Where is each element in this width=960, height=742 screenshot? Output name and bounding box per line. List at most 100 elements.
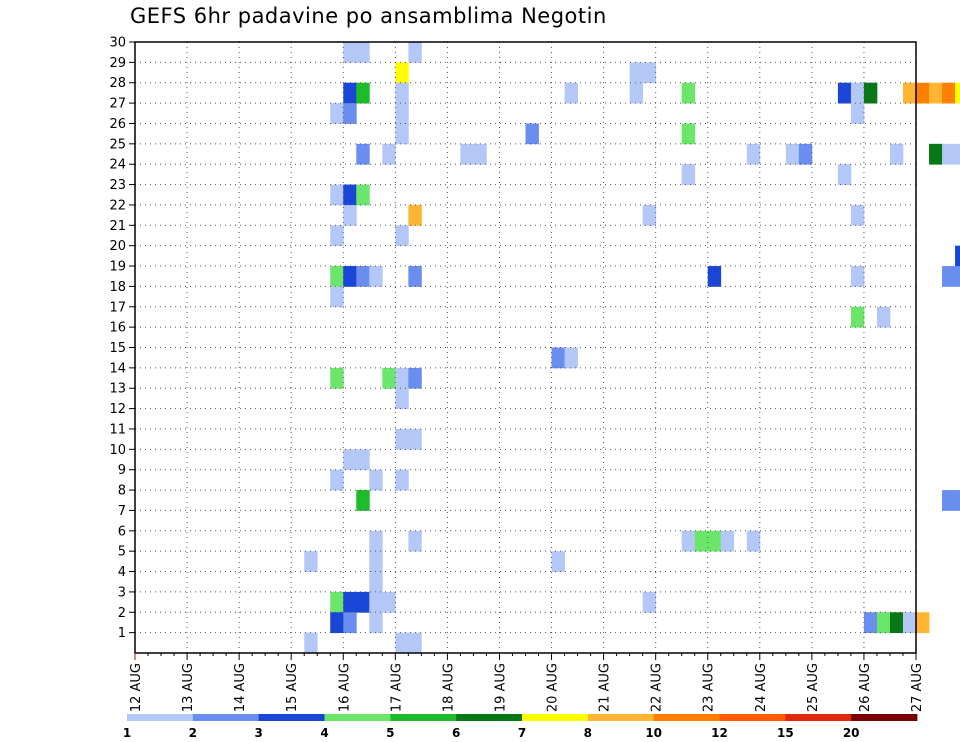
legend-label: 3 (254, 726, 262, 740)
heatmap-cell (681, 82, 696, 104)
legend-swatch (258, 714, 325, 721)
x-axis: 12 AUG 13 AUG 14 AUG 15 AUG 16 AUG 17 AUG 18 A… (129, 653, 925, 712)
heatmap-cell (929, 82, 943, 104)
heatmap-cell (564, 82, 578, 104)
heatmap-cell (304, 632, 318, 654)
heatmap-cell (876, 306, 891, 328)
heatmap-cell (369, 591, 383, 613)
heatmap-cell (642, 591, 657, 613)
heatmap-cell (382, 367, 396, 389)
y-tick-label: 4 (118, 565, 126, 580)
heatmap-cell (642, 62, 657, 84)
heatmap-cell (850, 82, 865, 104)
heatmap-cell (343, 591, 357, 613)
y-tick-label: 18 (109, 280, 126, 295)
y-tick-label: 17 (109, 300, 126, 315)
heatmap-cell (408, 367, 422, 389)
legend-label: 5 (386, 726, 394, 740)
x-tick-label: 12 AUG (129, 663, 144, 712)
heatmap-cell (681, 123, 696, 145)
y-tick-label: 26 (109, 117, 126, 132)
heatmap-cell (382, 143, 396, 165)
x-tick-label: 17 AUG (389, 663, 404, 712)
y-tick-label: 19 (109, 260, 126, 275)
heatmap-cell (343, 184, 357, 206)
heatmap-cell (629, 62, 644, 84)
heatmap-cell (330, 286, 344, 308)
y-tick-label: 15 (109, 341, 126, 356)
y-tick-label: 9 (118, 463, 126, 478)
legend-swatch (127, 714, 194, 721)
heatmap-cell (304, 551, 318, 572)
x-tick-label: 19 AUG (493, 663, 508, 712)
legend-label: 15 (777, 726, 794, 740)
heatmap-cell (369, 612, 383, 634)
heatmap-cell (955, 490, 960, 511)
heatmap-cell (330, 266, 344, 287)
heatmap-cell (356, 184, 370, 206)
heatmap-cell (356, 449, 370, 471)
heatmap-cell (955, 245, 960, 267)
heatmap-cell (850, 204, 865, 226)
x-tick-label: 13 AUG (181, 663, 196, 712)
legend-label: 1 (123, 726, 131, 740)
heatmap-cell (929, 143, 943, 165)
y-tick-label: 22 (109, 198, 126, 213)
legend-swatch (522, 714, 589, 721)
heatmap-cell (564, 347, 578, 369)
legend-label: 8 (584, 726, 592, 740)
legend-label: 7 (518, 726, 526, 740)
heatmap-cell (746, 143, 761, 165)
legend-swatch (653, 714, 720, 721)
heatmap-cell (837, 82, 852, 104)
heatmap-cell (955, 143, 960, 165)
y-tick-label: 30 (109, 36, 126, 51)
heatmap-cell (681, 164, 696, 185)
heatmap-cell (642, 204, 657, 226)
heatmap-cell (629, 82, 644, 104)
heatmap-cell (356, 42, 370, 63)
y-tick-label: 21 (109, 219, 126, 234)
heatmap-cell (369, 266, 383, 287)
heatmap-cell (408, 266, 422, 287)
heatmap-cell (955, 266, 960, 287)
chart-title: GEFS 6hr padavine po ansamblima Negotin (130, 4, 607, 28)
heatmap-cell (942, 82, 956, 104)
heatmap-cell (850, 103, 865, 124)
heatmap-cell (330, 612, 344, 634)
x-tick-label: 24 AUG (754, 663, 769, 712)
heatmap-cell (343, 42, 357, 63)
heatmap-cell (408, 632, 422, 654)
heatmap-cell (942, 490, 956, 511)
y-tick-label: 2 (118, 606, 126, 621)
heatmap-cell (798, 143, 813, 165)
y-tick-label: 25 (109, 137, 126, 152)
x-tick-label: 16 AUG (337, 663, 352, 712)
heatmap-cell (551, 347, 565, 369)
y-tick-label: 16 (109, 321, 126, 336)
heatmap-cell (746, 530, 761, 552)
heatmap-cell (356, 266, 370, 287)
heatmap-cell (916, 612, 930, 634)
heatmap-cell (330, 469, 344, 491)
heatmap-cell (850, 266, 865, 287)
legend-swatch (324, 714, 391, 721)
heatmap-cell (460, 143, 474, 165)
grid-layer (135, 42, 916, 653)
heatmap-cell (395, 367, 409, 389)
heatmap-cell (850, 306, 865, 328)
heatmap-cell (382, 591, 396, 613)
y-tick-label: 10 (109, 443, 126, 458)
x-tick-label: 27 AUG (910, 663, 925, 712)
y-tick-label: 11 (109, 422, 126, 437)
legend-label: 4 (320, 726, 328, 740)
heatmap-cell (343, 204, 357, 226)
x-tick-label: 23 AUG (702, 663, 717, 712)
heatmap-cell (356, 82, 370, 104)
y-tick-label: 29 (109, 56, 126, 71)
heatmap-cell (707, 266, 722, 287)
heatmap-cell (395, 225, 409, 247)
heatmap-cell (343, 266, 357, 287)
heatmap-cell (863, 82, 878, 104)
